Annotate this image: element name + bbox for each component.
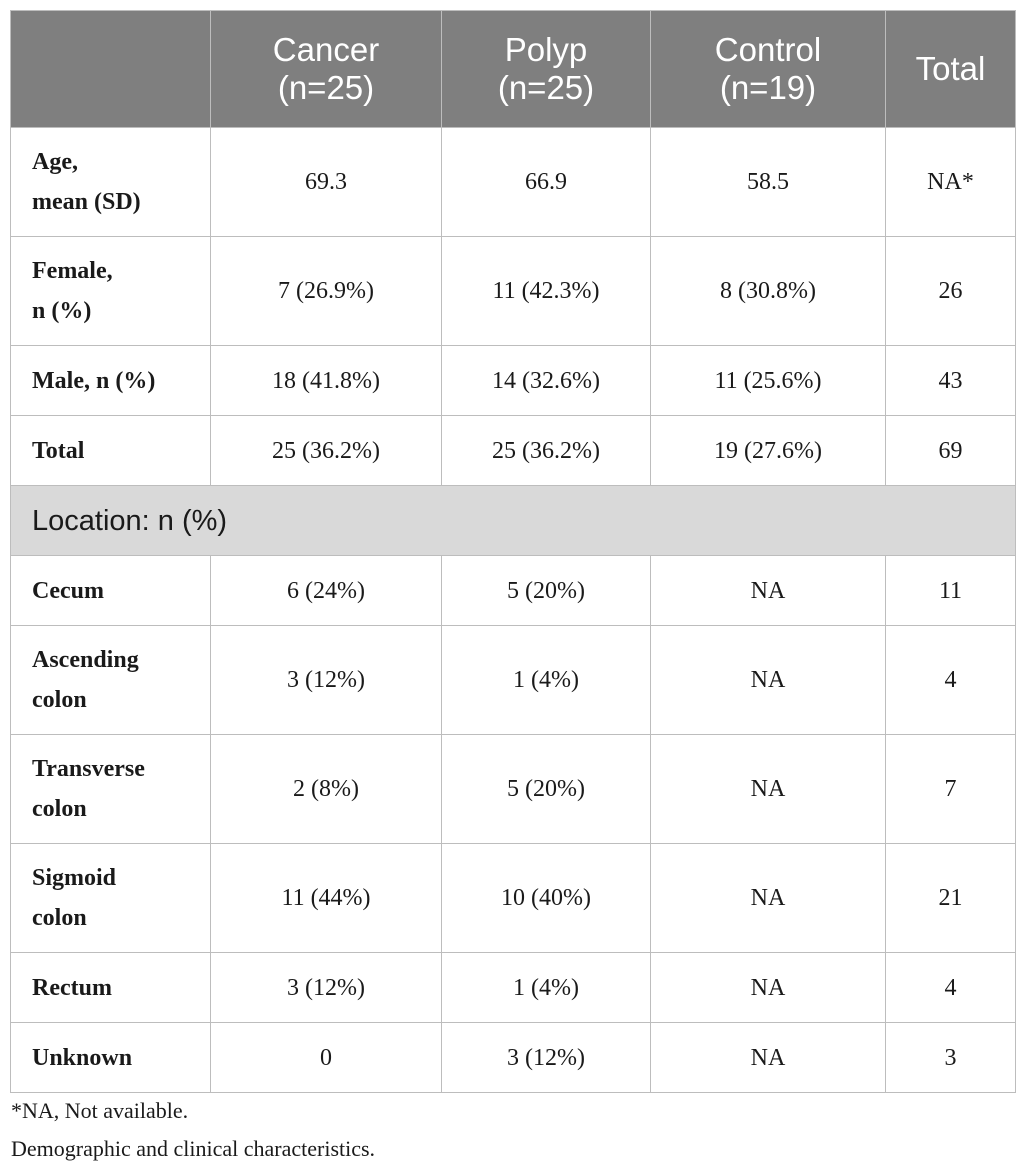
header-cancer-line2: (n=25) [277,69,375,106]
row-label-line1: Rectum [32,974,112,1001]
cell-control: 19 (27.6%) [650,415,886,486]
row-label-line1: Ascending [32,647,139,673]
header-polyp: Polyp (n=25) [441,10,651,128]
cell-cancer: 25 (36.2%) [210,415,442,486]
header-control: Control (n=19) [650,10,886,128]
row-label: Rectum [10,952,211,1023]
row-label: Cecum [10,555,211,626]
row-label-line1: Age, [32,149,78,175]
table-row-ascending-colon: Ascending colon 3 (12%) 1 (4%) NA 4 [10,625,1016,735]
cell-polyp: 1 (4%) [441,625,651,735]
table-row-rectum: Rectum 3 (12%) 1 (4%) NA 4 [10,952,1016,1023]
row-label-line2: n (%) [32,298,92,324]
row-label-line1: Cecum [32,577,104,604]
cell-total: 7 [885,734,1016,844]
cell-control: NA [650,952,886,1023]
cell-polyp: 25 (36.2%) [441,415,651,486]
cell-control: NA [650,843,886,953]
cell-polyp: 5 (20%) [441,734,651,844]
header-polyp-line2: (n=25) [497,69,595,106]
cell-control: 8 (30.8%) [650,236,886,346]
row-label-line1: Unknown [32,1044,133,1071]
row-label-line1: Sigmoid [32,865,117,891]
row-label-line2: mean (SD) [32,189,141,215]
cell-cancer: 7 (26.9%) [210,236,442,346]
cell-cancer: 3 (12%) [210,952,442,1023]
cell-total: 3 [885,1022,1016,1093]
row-label-line2: colon [32,905,87,931]
cell-control: NA [650,734,886,844]
cell-cancer: 0 [210,1022,442,1093]
cell-cancer: 6 (24%) [210,555,442,626]
row-label: Male, n (%) [10,345,211,416]
header-polyp-line1: Polyp [504,31,588,68]
cell-polyp: 10 (40%) [441,843,651,953]
cell-total: 4 [885,952,1016,1023]
cell-control: NA [650,625,886,735]
row-label: Female, n (%) [10,236,211,346]
table-caption: Demographic and clinical characteristics… [11,1136,376,1161]
row-label-line1: Male, n (%) [32,367,156,394]
cell-total: 43 [885,345,1016,416]
row-label-line1: Female, [32,258,113,284]
section-row-location: Location: n (%) [10,485,1016,556]
section-title: Location: n (%) [10,485,1016,556]
cell-control: NA [650,555,886,626]
header-cancer: Cancer (n=25) [210,10,442,128]
header-control-line2: (n=19) [719,69,817,106]
row-label: Age, mean (SD) [10,127,211,237]
table-row-cecum: Cecum 6 (24%) 5 (20%) NA 11 [10,555,1016,626]
row-label-line2: colon [32,796,87,822]
cell-total: NA* [885,127,1016,237]
cell-cancer: 69.3 [210,127,442,237]
row-label-line2: colon [32,687,87,713]
table-row-female: Female, n (%) 7 (26.9%) 11 (42.3%) 8 (30… [10,236,1016,346]
cell-cancer: 18 (41.8%) [210,345,442,416]
table-row-unknown: Unknown 0 3 (12%) NA 3 [10,1022,1016,1093]
cell-control: 58.5 [650,127,886,237]
cell-total: 11 [885,555,1016,626]
table-footnote: *NA, Not available. [11,1098,189,1123]
cell-total: 21 [885,843,1016,953]
table-row-male: Male, n (%) 18 (41.8%) 14 (32.6%) 11 (25… [10,345,1016,416]
header-control-line1: Control [714,31,822,68]
row-label: Transverse colon [10,734,211,844]
header-total: Total [885,10,1016,128]
cell-total: 4 [885,625,1016,735]
cell-control: 11 (25.6%) [650,345,886,416]
table-row-transverse-colon: Transverse colon 2 (8%) 5 (20%) NA 7 [10,734,1016,844]
cell-polyp: 11 (42.3%) [441,236,651,346]
row-label: Unknown [10,1022,211,1093]
row-label-line1: Total [32,437,85,464]
header-corner-cell [10,10,211,128]
table-row-sigmoid-colon: Sigmoid colon 11 (44%) 10 (40%) NA 21 [10,843,1016,953]
cell-polyp: 1 (4%) [441,952,651,1023]
table-row-total: Total 25 (36.2%) 25 (36.2%) 19 (27.6%) 6… [10,415,1016,486]
row-label-line1: Transverse [32,756,145,782]
cell-polyp: 3 (12%) [441,1022,651,1093]
cell-cancer: 11 (44%) [210,843,442,953]
header-row: Cancer (n=25) Polyp (n=25) Control (n=19… [10,10,1016,128]
demographics-table: Cancer (n=25) Polyp (n=25) Control (n=19… [10,10,1016,1093]
cell-control: NA [650,1022,886,1093]
row-label: Ascending colon [10,625,211,735]
cell-cancer: 2 (8%) [210,734,442,844]
header-cancer-line1: Cancer [272,31,380,68]
table-row-age: Age, mean (SD) 69.3 66.9 58.5 NA* [10,127,1016,237]
cell-polyp: 66.9 [441,127,651,237]
cell-polyp: 14 (32.6%) [441,345,651,416]
row-label: Sigmoid colon [10,843,211,953]
cell-cancer: 3 (12%) [210,625,442,735]
cell-total: 69 [885,415,1016,486]
row-label: Total [10,415,211,486]
cell-polyp: 5 (20%) [441,555,651,626]
header-total-line1: Total [915,50,986,87]
cell-total: 26 [885,236,1016,346]
